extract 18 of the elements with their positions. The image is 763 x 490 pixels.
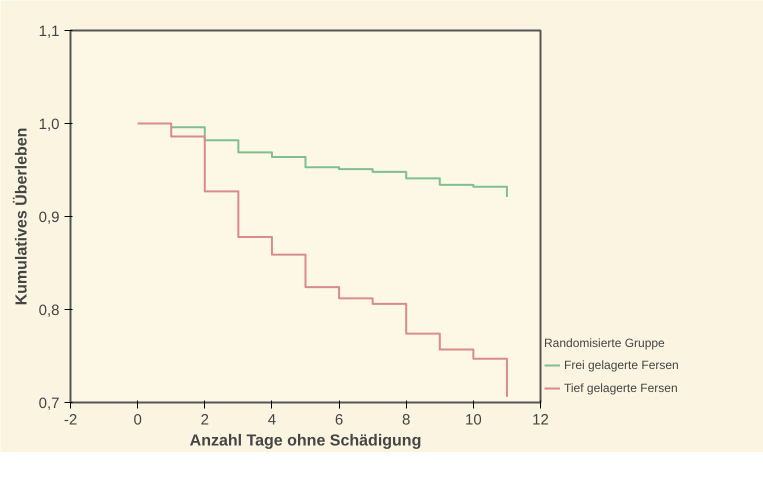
x-tick-label: 0 <box>133 412 142 428</box>
y-axis-title: Kumulatives Überleben <box>12 128 31 306</box>
x-tick-label: 10 <box>465 412 482 428</box>
legend-title: Randomisierte Gruppe <box>544 336 666 350</box>
x-tick-label: 2 <box>200 412 209 428</box>
y-tick-label: 0,8 <box>38 302 60 319</box>
x-axis-title: Anzahl Tage ohne Schädigung <box>190 432 422 450</box>
y-tick-label: 0,9 <box>38 209 60 226</box>
x-tick-label: 6 <box>334 412 344 428</box>
x-tick-label: 12 <box>532 412 549 428</box>
y-tick-label: 1,0 <box>38 116 60 133</box>
x-tick-label: 4 <box>268 412 276 428</box>
legend-label: Frei gelagerte Fersen <box>564 358 679 372</box>
y-tick-label: 0,7 <box>38 395 60 412</box>
legend-label: Tief gelagerte Fersen <box>564 381 678 395</box>
y-tick-label: 1,1 <box>38 23 60 40</box>
x-tick-label: 8 <box>402 412 410 428</box>
x-tick-label: -2 <box>64 412 78 428</box>
